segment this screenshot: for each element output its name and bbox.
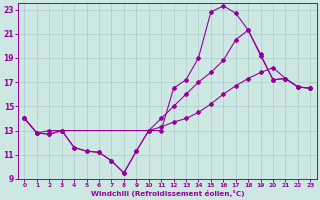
X-axis label: Windchill (Refroidissement éolien,°C): Windchill (Refroidissement éolien,°C) (91, 190, 244, 197)
